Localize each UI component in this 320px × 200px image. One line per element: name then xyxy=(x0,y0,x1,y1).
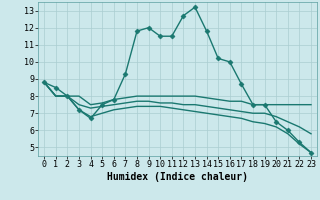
X-axis label: Humidex (Indice chaleur): Humidex (Indice chaleur) xyxy=(107,172,248,182)
